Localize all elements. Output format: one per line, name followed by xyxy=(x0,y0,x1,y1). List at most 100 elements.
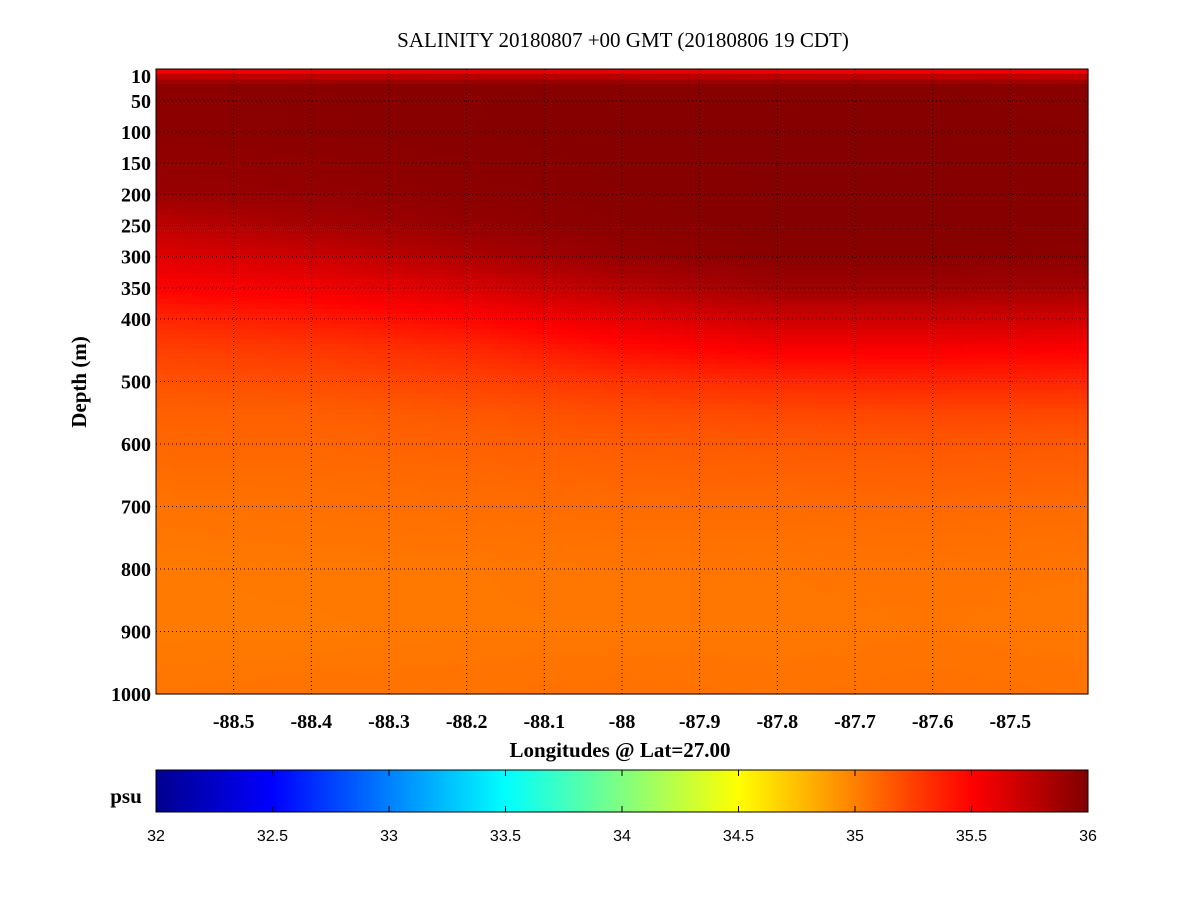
heatmap-cell xyxy=(1033,144,1042,150)
heatmap-cell xyxy=(326,224,336,230)
heatmap-cell xyxy=(606,214,615,220)
heatmap-cell xyxy=(171,204,180,210)
heatmap-cell xyxy=(552,239,561,245)
heatmap-cell xyxy=(622,244,631,250)
heatmap-cell xyxy=(194,229,204,235)
heatmap-cell xyxy=(536,204,545,210)
heatmap-cell xyxy=(994,119,1004,125)
heatmap-cell xyxy=(326,209,336,215)
heatmap-cell xyxy=(769,199,778,205)
heatmap-cell xyxy=(264,209,274,215)
heatmap-cell xyxy=(225,84,235,90)
heatmap-cell xyxy=(381,109,390,115)
heatmap-cell xyxy=(971,194,980,200)
heatmap-cell xyxy=(1049,69,1058,75)
heatmap-cell xyxy=(886,104,895,110)
heatmap-cell xyxy=(513,229,522,235)
heatmap-cell xyxy=(567,194,576,200)
heatmap-cell xyxy=(761,79,771,85)
heatmap-cell xyxy=(684,249,693,255)
heatmap-cell xyxy=(715,264,724,270)
heatmap-cell xyxy=(590,174,600,180)
heatmap-cell xyxy=(435,204,444,210)
heatmap-cell xyxy=(994,254,1004,260)
heatmap-cell xyxy=(963,134,973,140)
heatmap-cell xyxy=(878,74,887,80)
heatmap-cell xyxy=(971,244,980,250)
heatmap-cell xyxy=(847,79,856,85)
heatmap-cell xyxy=(303,224,312,230)
heatmap-cell xyxy=(893,174,903,180)
heatmap-cell xyxy=(785,199,794,205)
heatmap-cell xyxy=(684,139,693,145)
heatmap-cell xyxy=(311,134,320,140)
heatmap-cell xyxy=(412,154,421,160)
heatmap-cell xyxy=(823,149,833,155)
heatmap-cell xyxy=(210,214,219,220)
heatmap-cell xyxy=(458,254,468,260)
heatmap-cell xyxy=(202,204,211,210)
heatmap-cell xyxy=(583,259,592,265)
heatmap-cell xyxy=(1018,224,1027,230)
heatmap-cell xyxy=(730,69,740,75)
heatmap-cell xyxy=(156,224,165,230)
heatmap-cell xyxy=(792,234,802,240)
heatmap-cell xyxy=(738,244,747,250)
heatmap-cell xyxy=(156,269,165,275)
heatmap-cell xyxy=(513,219,522,225)
heatmap-cell xyxy=(1002,154,1011,160)
heatmap-cell xyxy=(381,169,390,175)
heatmap-cell xyxy=(233,169,243,175)
heatmap-cell xyxy=(458,199,468,205)
heatmap-cell xyxy=(1049,144,1058,150)
heatmap-cell xyxy=(668,229,677,235)
heatmap-cell xyxy=(583,119,592,125)
heatmap-cell xyxy=(606,169,615,175)
heatmap-cell xyxy=(404,134,413,140)
heatmap-cell xyxy=(194,114,204,120)
heatmap-cell xyxy=(598,189,608,195)
heatmap-cell xyxy=(443,274,452,280)
heatmap-cell xyxy=(823,264,833,270)
heatmap-cell xyxy=(878,204,887,210)
heatmap-cell xyxy=(163,214,173,220)
heatmap-cell xyxy=(924,89,934,95)
heatmap-cell xyxy=(994,209,1004,215)
heatmap-cell xyxy=(458,159,468,165)
heatmap-cell xyxy=(536,104,545,110)
heatmap-cell xyxy=(1072,259,1081,265)
heatmap-cell xyxy=(451,109,460,115)
heatmap-cell xyxy=(948,264,957,270)
heatmap-cell xyxy=(932,199,942,205)
heatmap-cell xyxy=(994,104,1004,110)
heatmap-cell xyxy=(357,274,367,280)
heatmap-cell xyxy=(746,189,755,195)
heatmap-cell xyxy=(559,109,569,115)
heatmap-cell xyxy=(420,214,429,220)
heatmap-cell xyxy=(870,229,879,235)
heatmap-cell xyxy=(179,124,188,130)
heatmap-cell xyxy=(1002,144,1011,150)
heatmap-cell xyxy=(901,169,910,175)
heatmap-cell xyxy=(971,149,980,155)
heatmap-cell xyxy=(575,269,584,275)
heatmap-cell xyxy=(202,179,211,185)
heatmap-cell xyxy=(326,159,336,165)
heatmap-cell xyxy=(342,139,351,145)
heatmap-cell xyxy=(373,239,382,245)
heatmap-cell xyxy=(497,194,507,200)
heatmap-cell xyxy=(730,239,740,245)
heatmap-cell xyxy=(357,229,367,235)
heatmap-cell xyxy=(1080,174,1089,180)
heatmap-cell xyxy=(342,214,351,220)
heatmap-cell xyxy=(987,69,996,75)
heatmap-cell xyxy=(373,139,382,145)
heatmap-cell xyxy=(156,264,165,270)
heatmap-cell xyxy=(163,259,173,265)
heatmap-cell xyxy=(979,219,988,225)
heatmap-cell xyxy=(225,219,235,225)
heatmap-cell xyxy=(746,179,755,185)
heatmap-cell xyxy=(544,69,553,75)
heatmap-cell xyxy=(179,94,188,100)
heatmap-cell xyxy=(381,124,390,130)
